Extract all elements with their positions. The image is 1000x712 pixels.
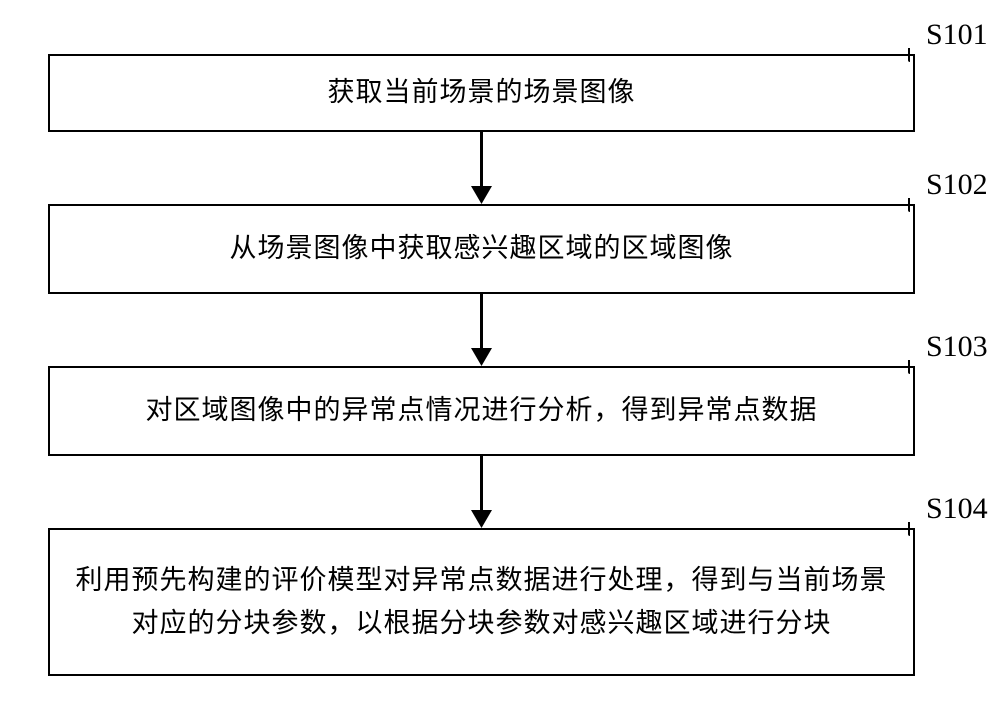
label-connector [908,360,910,374]
step-label-s104: S104 [926,492,988,526]
label-connector [908,48,910,62]
flowchart-canvas: 获取当前场景的场景图像 S101 从场景图像中获取感兴趣区域的区域图像 S102… [0,0,1000,712]
step-label-s101: S101 [926,18,988,52]
arrow-head [471,510,492,528]
arrow-head [471,186,492,204]
label-connector [908,198,910,212]
step-text: 利用预先构建的评价模型对异常点数据进行处理，得到与当前场景对应的分块参数，以根据… [70,559,893,645]
step-box-s101: 获取当前场景的场景图像 [48,54,915,132]
step-box-s103: 对区域图像中的异常点情况进行分析，得到异常点数据 [48,366,915,456]
step-text: 获取当前场景的场景图像 [328,71,636,114]
label-connector [908,522,910,536]
arrow-line [480,294,483,352]
step-text: 从场景图像中获取感兴趣区域的区域图像 [230,227,734,270]
arrow-line [480,456,483,514]
step-box-s102: 从场景图像中获取感兴趣区域的区域图像 [48,204,915,294]
step-text: 对区域图像中的异常点情况进行分析，得到异常点数据 [146,389,818,432]
step-label-s102: S102 [926,168,988,202]
arrow-head [471,348,492,366]
arrow-line [480,132,483,190]
step-label-s103: S103 [926,330,988,364]
step-box-s104: 利用预先构建的评价模型对异常点数据进行处理，得到与当前场景对应的分块参数，以根据… [48,528,915,676]
